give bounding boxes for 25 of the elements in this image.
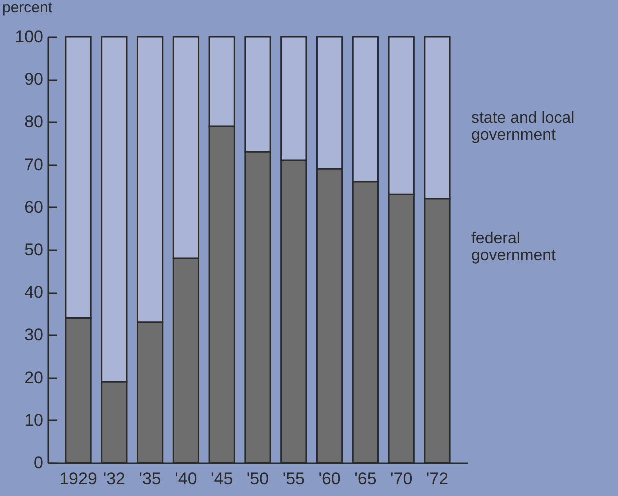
x-tick-label: '45 (211, 470, 234, 488)
x-tick-label: '72 (426, 470, 449, 488)
y-tick-label: 50 (24, 240, 44, 260)
series-label: federal government (471, 230, 557, 264)
y-tick-label: 10 (24, 410, 44, 430)
y-tick-label: 100 (15, 28, 44, 46)
x-tick-label: '32 (103, 470, 126, 488)
y-tick-label: 70 (24, 155, 44, 174)
y-tick-label: 20 (24, 368, 44, 388)
y-tick-label: 90 (24, 70, 44, 90)
x-tick-label: '70 (390, 470, 413, 488)
y-axis-title: percent (2, 0, 54, 16)
x-tick-label: 1929 (60, 470, 98, 488)
y-tick-label: 80 (24, 112, 44, 132)
y-tick-label: 0 (34, 454, 44, 472)
x-tick-label: '65 (354, 470, 377, 488)
series-label: state and local government (471, 110, 575, 144)
x-tick-label: '60 (318, 470, 341, 488)
y-tick-label: 60 (24, 198, 44, 217)
x-tick-label: '35 (139, 470, 162, 488)
x-tick-label: '55 (282, 470, 305, 488)
y-tick-label: 30 (24, 326, 44, 345)
y-tick-label: 40 (24, 283, 44, 302)
x-tick-label: '50 (246, 470, 270, 488)
x-tick-label: '40 (175, 470, 198, 488)
